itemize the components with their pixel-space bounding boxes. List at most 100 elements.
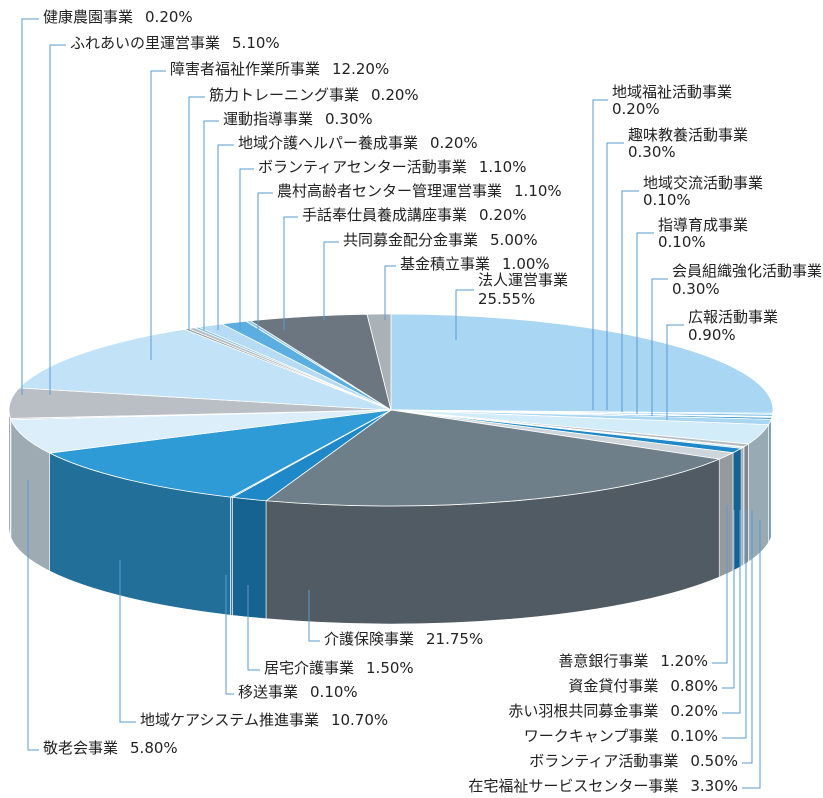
slice-13-label-name: 善意銀行事業: [558, 652, 648, 670]
slice-10-label: ワークキャンプ事業 0.10%: [524, 727, 718, 745]
slice-17-leader-line: [119, 560, 136, 723]
slice-1-label: 法人運営事業: [478, 271, 568, 289]
slice-29-label-percent: 1.00%: [502, 255, 550, 273]
slice-23-label-name: 運動指導事業: [223, 110, 313, 128]
slice-2-leader-line: [592, 99, 608, 410]
slice-5-percent: 0.10%: [658, 233, 706, 251]
slice-15-label-percent: 1.50%: [366, 659, 414, 677]
slice-22-label-percent: 0.20%: [371, 86, 419, 104]
slice-1-top: [390, 313, 774, 414]
slice-12-leader-line: [722, 510, 735, 689]
slice-23-label-percent: 0.30%: [325, 110, 373, 128]
slice-8-label-percent: 3.30%: [690, 777, 738, 795]
slice-12-label-name: 資金貸付事業: [568, 677, 658, 695]
slice-2-percent: 0.20%: [612, 100, 660, 118]
slice-19-label: 健康農園事業 0.20%: [43, 8, 193, 26]
slice-26-leader-line: [257, 192, 273, 330]
slice-19-label-percent: 0.20%: [145, 8, 193, 26]
slice-21-label-name: 障害者福祉作業所事業: [170, 60, 320, 78]
slice-24-leader-line: [217, 144, 234, 330]
slice-8-label: 在宅福祉サービスセンター事業 3.30%: [468, 777, 738, 795]
pie-tops: [8, 313, 774, 507]
slice-27-label-name: 手話奉仕員養成講座事業: [302, 206, 467, 224]
slice-28-label-percent: 5.00%: [490, 231, 538, 249]
slice-3-label: 趣味教養活動事業: [628, 126, 748, 144]
slice-20-label: ふれあいの里運営事業 5.10%: [70, 34, 280, 52]
slice-20-leader-line: [49, 44, 66, 395]
slice-25-label: ボランティアセンター活動事業 1.10%: [258, 158, 526, 176]
slice-9-label: ボランティア活動事業 0.50%: [529, 752, 738, 770]
slice-7-side: [768, 419, 772, 544]
slice-21-top: [18, 328, 392, 411]
slice-18-leader-line: [27, 480, 39, 751]
slice-16-label-name: 移送事業: [238, 683, 298, 701]
slice-24-label: 地域介護ヘルパー養成事業 0.20%: [238, 134, 478, 152]
slice-29-label-name: 基金積立事業: [400, 255, 490, 273]
slice-9-leader-line: [742, 510, 753, 764]
slice-11-leader-line: [722, 510, 741, 714]
slice-29-leader-line: [384, 265, 396, 320]
slice-18-label-name: 敬老会事業: [43, 739, 118, 757]
slice-20-label-name: ふれあいの里運営事業: [70, 34, 220, 52]
slice-24-label-name: 地域介護ヘルパー養成事業: [238, 134, 418, 152]
slice-7-label: 広報活動事業: [688, 308, 778, 326]
slice-16-side: [230, 496, 234, 616]
slice-16-label: 移送事業 0.10%: [238, 683, 358, 701]
slice-29-label: 基金積立事業 1.00%: [400, 255, 550, 273]
slice-14-label: 介護保険事業 21.75%: [324, 630, 483, 648]
slice-14-label-name: 介護保険事業: [324, 630, 414, 648]
slice-22-label-name: 筋力トレーニング事業: [209, 86, 359, 104]
slice-11-label-name: 赤い羽根共同募金事業: [508, 702, 658, 720]
slice-1-leader-line: [455, 289, 474, 340]
slice-17-top: [48, 409, 392, 498]
slice-29-top: [366, 313, 392, 411]
slice-6-leader-line: [651, 278, 668, 416]
slice-21-leader-line: [150, 70, 166, 360]
slice-15-label: 居宅介護事業 1.50%: [264, 659, 414, 677]
slice-18-label-percent: 5.80%: [130, 739, 178, 757]
slice-26-label-percent: 1.10%: [514, 182, 562, 200]
slice-23-label: 運動指導事業 0.30%: [223, 110, 373, 128]
slice-19-label-name: 健康農園事業: [43, 8, 133, 26]
slice-10-leader-line: [722, 510, 747, 739]
slice-21-label-percent: 12.20%: [332, 60, 389, 78]
slice-16-leader-line: [225, 575, 234, 695]
slice-11-label: 赤い羽根共同募金事業 0.20%: [508, 702, 718, 720]
slice-25-label-name: ボランティアセンター活動事業: [258, 158, 467, 176]
slice-11-label-percent: 0.20%: [670, 702, 718, 720]
slice-25-label-percent: 1.10%: [479, 158, 527, 176]
slice-7-leader-line: [666, 324, 684, 420]
slice-22-leader-line: [188, 96, 205, 330]
slice-24-label-percent: 0.20%: [430, 134, 478, 152]
slice-25-leader-line: [239, 168, 254, 330]
slice-1-percent: 25.55%: [478, 290, 535, 308]
slice-17-label: 地域ケアシステム推進事業 10.70%: [140, 711, 388, 729]
slice-17-label-name: 地域ケアシステム推進事業: [140, 711, 319, 729]
slice-4-label: 地域交流活動事業: [643, 174, 763, 192]
slice-6-percent: 0.30%: [672, 280, 720, 298]
slice-22-label: 筋力トレーニング事業 0.20%: [209, 86, 419, 104]
slice-18-top: [10, 409, 392, 454]
slice-28-label: 共同募金配分金事業 5.00%: [343, 231, 538, 249]
slice-13-leader-line: [712, 505, 728, 664]
slice-28-label-name: 共同募金配分金事業: [343, 231, 478, 249]
slice-23-leader-line: [203, 120, 219, 330]
slice-19-leader-line: [21, 18, 39, 395]
slice-6-label: 会員組織強化活動事業: [672, 262, 822, 280]
slice-9-label-name: ボランティア活動事業: [529, 752, 678, 770]
slice-10-label-percent: 0.10%: [670, 727, 718, 745]
slice-14-label-percent: 21.75%: [426, 630, 483, 648]
slice-27-leader-line: [283, 216, 298, 330]
slice-5-label: 指導育成事業: [658, 216, 748, 234]
slice-14-leader-line: [308, 590, 320, 642]
leader-lines: [21, 18, 761, 789]
slice-27-label-percent: 0.20%: [479, 206, 527, 224]
slice-28-leader-line: [323, 241, 339, 320]
slice-17-label-percent: 10.70%: [331, 711, 388, 729]
slice-8-leader-line: [742, 520, 761, 789]
slice-26-label: 農村高齢者センター管理運営事業 1.10%: [277, 182, 562, 200]
slice-9-label-percent: 0.50%: [690, 752, 738, 770]
slice-14-top: [265, 409, 721, 507]
slice-27-label: 手話奉仕員養成講座事業 0.20%: [302, 206, 527, 224]
